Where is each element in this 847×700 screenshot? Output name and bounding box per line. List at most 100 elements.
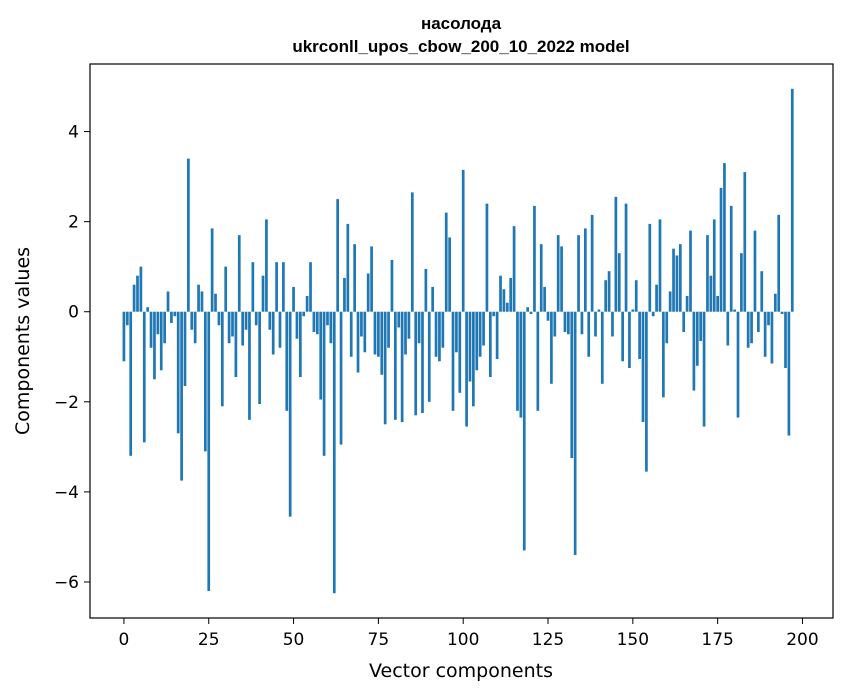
bar — [614, 196, 618, 312]
bar — [505, 302, 509, 312]
bar — [685, 295, 689, 312]
bar — [719, 187, 723, 312]
bar — [699, 311, 703, 341]
bar — [322, 311, 326, 456]
bar — [400, 311, 404, 423]
bar — [387, 311, 390, 348]
bar — [522, 311, 526, 551]
bar — [682, 311, 686, 332]
bar — [478, 311, 482, 357]
bar — [743, 172, 747, 312]
bar — [231, 311, 234, 337]
bar — [427, 311, 431, 402]
bar — [729, 205, 733, 312]
bar — [373, 311, 377, 355]
bar — [353, 244, 356, 312]
bar — [261, 275, 265, 312]
bar — [309, 262, 312, 312]
bar — [692, 311, 696, 391]
bar — [556, 235, 560, 312]
bar — [604, 280, 608, 312]
bar — [203, 311, 207, 452]
x-tick-label: 175 — [701, 630, 733, 650]
bar — [431, 286, 435, 312]
bar — [570, 311, 574, 459]
bar — [397, 311, 401, 328]
bar — [760, 271, 764, 312]
bar — [709, 275, 713, 312]
bar — [139, 266, 143, 312]
bar — [594, 311, 597, 337]
bar — [214, 293, 217, 312]
bar — [444, 212, 448, 312]
bar — [417, 311, 421, 344]
bar — [495, 311, 499, 360]
bar — [485, 203, 489, 312]
x-tick-label: 100 — [447, 630, 479, 650]
bar — [197, 284, 200, 312]
bar — [563, 311, 567, 332]
bar — [560, 246, 563, 312]
bar — [767, 311, 770, 326]
bar — [665, 311, 669, 344]
bar — [580, 311, 584, 335]
bar — [468, 311, 472, 382]
bar — [424, 268, 428, 312]
bar — [380, 311, 384, 375]
bar — [675, 255, 679, 312]
bar — [550, 311, 553, 384]
bar — [780, 311, 784, 314]
bar — [180, 311, 183, 481]
bar — [451, 311, 455, 411]
bar — [312, 311, 316, 332]
bar — [736, 311, 740, 418]
bar — [740, 253, 743, 312]
bar — [336, 199, 340, 312]
bar — [288, 311, 292, 517]
bar — [190, 311, 194, 330]
bar — [210, 228, 214, 312]
bar — [607, 271, 611, 312]
bar — [458, 311, 462, 393]
bar — [377, 311, 380, 357]
bar — [438, 311, 441, 362]
bar — [641, 311, 645, 423]
bar — [672, 248, 675, 312]
x-axis-ticks: 0 25 50 75 100 125 150 175 200 — [119, 618, 819, 650]
bar — [234, 311, 238, 378]
bar — [461, 169, 465, 312]
bar — [482, 311, 485, 346]
bar — [567, 311, 570, 335]
bar — [193, 311, 197, 344]
bar — [176, 311, 180, 434]
bar — [237, 235, 241, 312]
bar — [455, 311, 458, 353]
bar — [407, 311, 411, 339]
bar — [132, 284, 136, 312]
bar — [689, 230, 692, 312]
bar — [220, 311, 224, 407]
bar — [702, 311, 706, 427]
bar — [621, 311, 625, 362]
y-tick-label: −4 — [54, 483, 79, 503]
bar — [539, 244, 543, 312]
bar — [645, 311, 648, 472]
bar — [170, 311, 173, 323]
y-axis-label: Components values — [12, 247, 34, 435]
chart-title-line2: ukrconll_upos_cbow_200_10_2022 model — [292, 37, 629, 56]
bar — [315, 311, 319, 335]
bar — [129, 311, 133, 456]
bar — [611, 311, 614, 337]
bar — [244, 311, 248, 330]
bar — [332, 311, 336, 594]
bar — [282, 262, 285, 312]
bar — [383, 311, 387, 425]
bar — [475, 311, 479, 371]
bar — [146, 307, 150, 312]
bar — [512, 226, 516, 312]
bar — [648, 223, 652, 312]
bars-group — [122, 88, 794, 594]
bar — [329, 311, 333, 344]
bar — [271, 311, 275, 355]
